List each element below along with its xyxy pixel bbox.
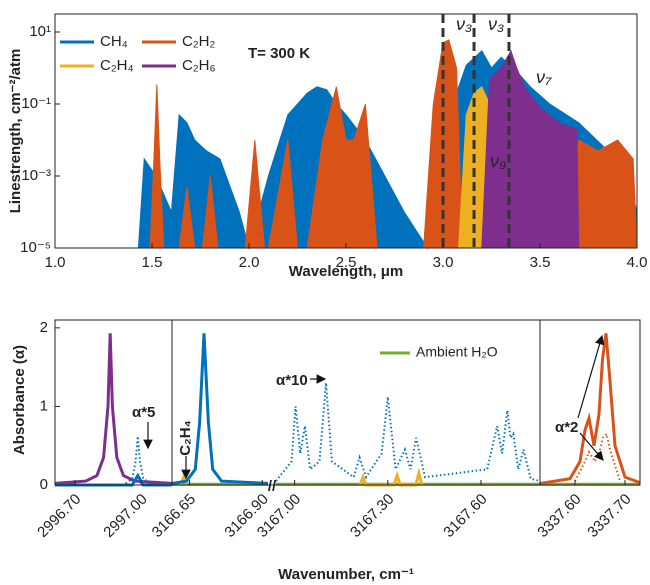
arrow [579, 432, 604, 461]
plot-frame [54, 319, 641, 486]
legend-label: C₂H₄ [100, 57, 134, 74]
y-tick-label: 10⁻¹ [21, 95, 51, 112]
annotations: T= 300 K ν₃ ν₃ ν₉ ν₇ α*5 α*10 α*2 C₂H₄ /… [132, 14, 605, 495]
x-axis-label: Wavenumber, cm⁻¹ [278, 566, 414, 583]
y-tick-label: 10⁻⁵ [20, 239, 51, 256]
x-tick-label: 3.5 [530, 254, 551, 271]
absorbance-line [125, 436, 151, 485]
absorbance-line [574, 431, 621, 482]
arrow [577, 334, 605, 419]
x-tick-label: 2997.00 [100, 491, 150, 541]
x-tick-label: 3166.65 [149, 491, 199, 541]
legend-label: Ambient H₂O [416, 344, 498, 360]
x-tick-label: 1.5 [142, 254, 163, 271]
x-tick-label: 2996.70 [34, 491, 84, 541]
absorbance-line [358, 467, 424, 487]
absorbance-line [54, 333, 173, 485]
y-tick-label: 10¹ [29, 23, 51, 40]
x-tick-label: 1.0 [45, 254, 66, 271]
x-tick-label: 2.5 [336, 254, 357, 271]
absorbance-line [539, 333, 641, 485]
x-tick-label: 3167.30 [347, 491, 397, 541]
y-tick-label: 2 [40, 319, 48, 336]
annotation: ν₃ [456, 14, 472, 34]
annotation: T= 300 K [248, 45, 310, 62]
x-tick-label: 2.0 [239, 254, 260, 271]
x-tick-label: 3.0 [433, 254, 454, 271]
annotation: ν₃ [488, 14, 504, 34]
spectrum-area [481, 49, 580, 249]
annotation: α*2 [555, 419, 578, 436]
absorbance-line [55, 472, 172, 487]
legend-label: C₂H₆ [182, 57, 216, 74]
annotation: C₂H₄ [177, 420, 194, 455]
annotation: α*10 [276, 372, 308, 389]
y-tick-label: 1 [40, 397, 48, 414]
y-tick-label: 10⁻³ [21, 167, 51, 184]
x-axis-label: Wavelength, μm [289, 263, 403, 280]
x-tick-label: 3337.60 [534, 491, 584, 541]
legend-label: CH₄ [100, 33, 128, 50]
legend-label: C₂H₂ [182, 33, 215, 50]
x-tick-label: 3337.70 [584, 491, 634, 541]
annotation: ν₉ [490, 151, 506, 171]
axis-break: // [268, 478, 277, 495]
absorbance-line [275, 382, 541, 483]
linestrength-panel: 1.0 1.5 2.0 2.5 3.0 3.5 4.0 10¹ 10⁻¹ 10⁻³ 10⁻⁵ CH₄ C… [20, 13, 648, 271]
annotation: α*5 [132, 404, 155, 421]
x-tick-label: 3167.60 [440, 491, 490, 541]
annotation: ν₇ [536, 67, 552, 87]
y-axis-label: Absorbance (α) [11, 345, 28, 455]
y-axis-label: Linestrength, cm⁻²/atm [7, 49, 24, 214]
y-tick-label: 0 [40, 476, 48, 493]
x-tick-label: 4.0 [627, 254, 648, 271]
